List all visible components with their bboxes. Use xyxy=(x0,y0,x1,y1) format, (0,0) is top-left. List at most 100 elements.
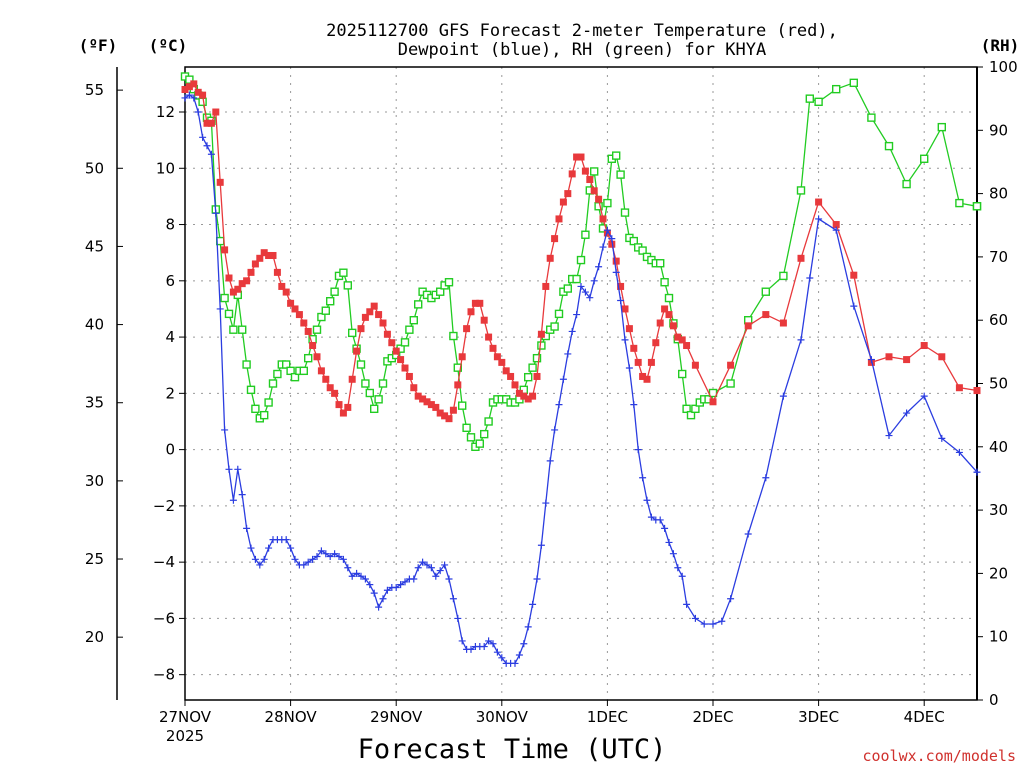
data-point xyxy=(466,433,476,442)
data-point xyxy=(973,387,981,395)
data-point xyxy=(400,338,410,347)
data-point xyxy=(229,325,238,334)
data-point xyxy=(620,208,630,217)
data-point xyxy=(700,620,708,628)
data-point xyxy=(287,299,295,307)
data-point xyxy=(502,367,510,375)
data-point xyxy=(449,595,457,603)
data-point xyxy=(647,358,655,366)
data-point xyxy=(581,167,589,175)
data-point xyxy=(444,278,454,287)
data-point xyxy=(586,294,594,302)
data-point xyxy=(423,398,431,406)
data-point xyxy=(198,97,207,107)
data-point xyxy=(485,637,493,645)
data-point xyxy=(634,446,642,454)
celsius-tick-label: 10 xyxy=(156,159,175,177)
data-point xyxy=(647,513,655,521)
data-point xyxy=(762,311,770,319)
data-point xyxy=(229,288,237,296)
data-point xyxy=(656,516,664,524)
chart-title-line-1: 2025112700 GFS Forecast 2-meter Temperat… xyxy=(326,21,838,41)
data-point xyxy=(309,555,317,563)
data-point xyxy=(621,336,629,344)
celsius-tick-label: 6 xyxy=(165,272,175,290)
data-point xyxy=(920,342,928,350)
data-point xyxy=(612,268,620,276)
data-point xyxy=(867,356,875,364)
data-point xyxy=(370,589,378,597)
data-point xyxy=(181,94,189,102)
data-point xyxy=(480,643,488,651)
time-tick-label: 28NOV xyxy=(265,708,318,726)
data-point xyxy=(432,572,440,580)
data-point xyxy=(458,637,466,645)
data-point xyxy=(365,388,374,398)
data-point xyxy=(885,353,893,361)
data-point xyxy=(339,268,348,277)
data-point xyxy=(524,395,532,403)
data-point xyxy=(555,401,563,409)
data-point xyxy=(436,567,444,575)
data-point xyxy=(392,583,400,591)
data-point xyxy=(520,640,528,648)
data-point xyxy=(537,341,546,350)
fahrenheit-tick-label: 35 xyxy=(85,394,104,412)
data-point xyxy=(471,299,479,307)
data-point xyxy=(542,282,550,290)
data-point xyxy=(625,364,633,372)
data-point xyxy=(212,209,220,217)
data-point xyxy=(458,353,466,361)
data-point xyxy=(331,389,339,397)
data-point xyxy=(378,379,388,388)
data-point xyxy=(480,316,488,324)
data-point xyxy=(625,325,633,333)
data-point xyxy=(375,311,383,319)
data-point xyxy=(212,108,220,116)
data-point xyxy=(533,575,541,583)
data-point xyxy=(683,600,691,608)
data-point xyxy=(520,392,528,400)
data-point xyxy=(656,319,664,327)
fahrenheit-tick-label: 30 xyxy=(85,472,104,490)
data-point xyxy=(361,313,369,321)
data-point xyxy=(190,94,198,102)
rh-unit-label: (RH) xyxy=(981,36,1020,55)
data-point xyxy=(401,364,409,372)
data-point xyxy=(291,305,299,313)
data-point xyxy=(441,561,449,569)
data-point xyxy=(405,372,413,380)
data-point xyxy=(832,84,841,94)
data-point xyxy=(304,558,312,566)
data-point xyxy=(599,243,607,251)
data-point xyxy=(221,246,229,254)
data-point xyxy=(410,384,418,392)
data-point xyxy=(612,257,620,265)
data-point xyxy=(419,558,427,566)
data-point xyxy=(229,496,237,504)
data-point xyxy=(849,78,858,88)
data-point xyxy=(304,327,312,335)
data-point xyxy=(660,278,669,287)
rh-tick-label: 80 xyxy=(989,185,1008,203)
data-point xyxy=(718,617,726,625)
rh-tick-label: 60 xyxy=(989,311,1008,329)
fahrenheit-tick-label: 45 xyxy=(85,237,104,255)
data-point xyxy=(449,406,457,414)
data-point xyxy=(375,603,383,611)
data-point xyxy=(691,361,699,369)
data-point xyxy=(511,659,519,667)
data-point xyxy=(603,226,611,234)
data-point xyxy=(401,578,409,586)
data-point xyxy=(594,202,603,211)
data-point xyxy=(709,620,717,628)
data-point xyxy=(744,530,752,538)
data-point xyxy=(256,561,264,569)
data-point xyxy=(903,409,911,417)
celsius-tick-label: −2 xyxy=(153,497,175,515)
axes xyxy=(116,66,978,701)
data-point xyxy=(194,88,202,96)
data-point xyxy=(309,342,317,350)
data-point xyxy=(216,305,224,313)
data-point xyxy=(357,572,365,580)
